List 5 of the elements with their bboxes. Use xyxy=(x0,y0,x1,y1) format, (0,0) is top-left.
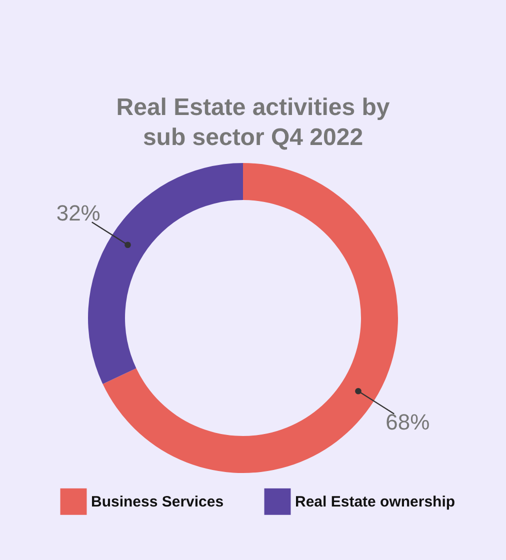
data-label: 68% xyxy=(386,409,430,434)
chart-title: Real Estate activities by sub sector Q4 2022 xyxy=(116,94,390,151)
data-label: 32% xyxy=(56,200,100,226)
legend-label: Real Estate ownership xyxy=(295,494,456,511)
legend-label: Business Services xyxy=(91,494,224,511)
